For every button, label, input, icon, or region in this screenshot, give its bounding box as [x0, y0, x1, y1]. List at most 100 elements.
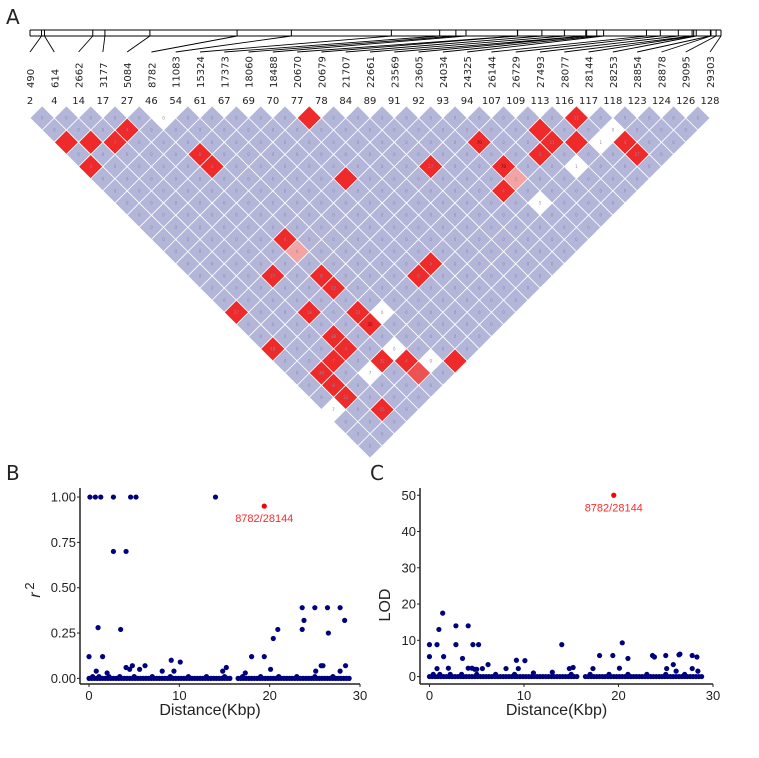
ld-cell-value: 0	[296, 201, 299, 206]
y-tick-label: 40	[402, 524, 416, 539]
data-point	[570, 664, 576, 671]
snp-position-label: 28878	[657, 56, 668, 88]
ld-cell-value: 0	[405, 188, 408, 193]
ld-cell-value: 0	[223, 298, 226, 303]
ld-cell-value: 12	[331, 286, 337, 291]
data-point	[476, 642, 482, 648]
ld-cell-value: 0	[320, 395, 323, 400]
ld-cell-value: 1	[599, 140, 602, 145]
snp-index-label: 89	[364, 96, 377, 107]
ld-cell-value: 0	[551, 261, 554, 266]
ld-cell-value: 0	[587, 128, 590, 133]
ld-cell-value: 0	[539, 176, 542, 181]
highlight-point	[611, 492, 617, 498]
y-tick-label: 0.75	[51, 535, 76, 550]
data-point	[616, 665, 623, 671]
snp-index-label: 69	[242, 96, 255, 107]
ld-cell-value: 0	[514, 225, 517, 230]
ld-cell-value: 0	[138, 213, 141, 218]
snp-position-label: 18488	[269, 56, 280, 88]
ld-cell-value: 0	[405, 383, 408, 388]
snp-position-label: 8782	[147, 63, 158, 88]
data-point	[117, 673, 123, 680]
ld-cell-value: 25	[380, 407, 386, 412]
ld-cell-value: 0	[247, 201, 250, 206]
ld-cell-value: 32	[355, 310, 361, 315]
lod-scatter-plot: 0 10 20 30 40 50 0 10 20 30 Distance(Kbp) LOD 8782/2…	[377, 488, 720, 719]
ld-cell-value: 0	[308, 140, 311, 145]
data-point	[515, 665, 521, 672]
data-point	[682, 671, 688, 677]
ld-cell-value: 0	[405, 261, 408, 266]
data-point	[96, 673, 102, 680]
ld-cell-value: 0	[235, 213, 238, 218]
snp-connector-line	[564, 35, 693, 53]
snp-position-label: 20679	[317, 56, 328, 88]
ld-cell-value: 0	[357, 334, 360, 339]
snp-position-label: 29095	[682, 56, 693, 88]
ld-cell-value: 0	[223, 152, 226, 157]
y-tick-label: 10	[402, 633, 416, 648]
data-point	[485, 661, 491, 668]
ld-cell-value: 22	[416, 371, 422, 376]
ld-cell-value: 35	[367, 322, 373, 327]
ld-cell-value: 0	[369, 201, 372, 206]
snp-position-label: 28854	[633, 56, 644, 88]
ld-cell-value: 0	[272, 322, 275, 327]
ld-cell-value: 0	[612, 152, 615, 157]
ld-cell-value: 0	[393, 128, 396, 133]
data-point	[227, 675, 233, 681]
ld-cell-value: 0	[223, 249, 226, 254]
ld-cell-value: 0	[320, 128, 323, 133]
ld-cell-value: 0	[296, 128, 299, 133]
data-point	[694, 654, 700, 660]
ld-cell-value: 0	[660, 128, 663, 133]
ld-cell-value: 0	[308, 237, 311, 242]
ld-cell-value: 0	[357, 213, 360, 218]
ld-cell-value: 18	[307, 310, 313, 315]
snp-connector-line	[418, 35, 587, 53]
ld-cell-value: 0	[332, 140, 335, 145]
ld-cell-value: 0	[405, 237, 408, 242]
ld-cell-value: 0	[199, 128, 202, 133]
ld-cell-value: 0	[259, 164, 262, 169]
data-point	[258, 673, 264, 680]
snp-index-label: 54	[169, 96, 182, 107]
ld-cell-value: 0	[405, 286, 408, 291]
ld-cell-value: 4	[502, 188, 505, 193]
ld-cell-value: 0	[284, 140, 287, 145]
ld-cell-value: 0	[381, 261, 384, 266]
snp-position-label: 11083	[172, 56, 183, 88]
data-point	[445, 665, 451, 671]
ld-cell-value: 0	[344, 322, 347, 327]
ld-cell-value: 0	[235, 286, 238, 291]
ld-cell-value: 0	[429, 140, 432, 145]
ld-cell-value: 4	[126, 128, 129, 133]
snp-position-label: 26729	[512, 56, 523, 88]
ld-cell-value: 0	[211, 140, 214, 145]
data-point	[118, 626, 124, 633]
ld-cell-value: 0	[442, 371, 445, 376]
data-point	[453, 623, 459, 629]
snp-connector-line	[637, 35, 711, 53]
y-tick-label: 30	[402, 560, 416, 575]
ld-cell-value: 0	[344, 419, 347, 424]
ld-cell-value: 0	[296, 346, 299, 351]
data-point	[689, 665, 695, 672]
data-point	[110, 548, 117, 555]
ld-cell-value: 0	[174, 128, 177, 133]
ld-cell-value: 0	[344, 273, 347, 278]
snp-index-label: 93	[436, 96, 449, 107]
ld-cell-value: 0	[211, 286, 214, 291]
data-point	[625, 671, 631, 677]
ld-cell-value: 0	[162, 188, 165, 193]
ld-cell-value: 0	[417, 225, 420, 230]
ld-cell-value: 0	[259, 261, 262, 266]
ld-cell-value: 0	[235, 237, 238, 242]
ld-cell-value: 0	[247, 128, 250, 133]
ld-cell-value: 0	[259, 286, 262, 291]
data-point	[513, 657, 520, 663]
snp-index-label: 124	[652, 96, 671, 107]
ld-cell-value: 8	[332, 383, 335, 388]
data-point	[267, 666, 274, 672]
